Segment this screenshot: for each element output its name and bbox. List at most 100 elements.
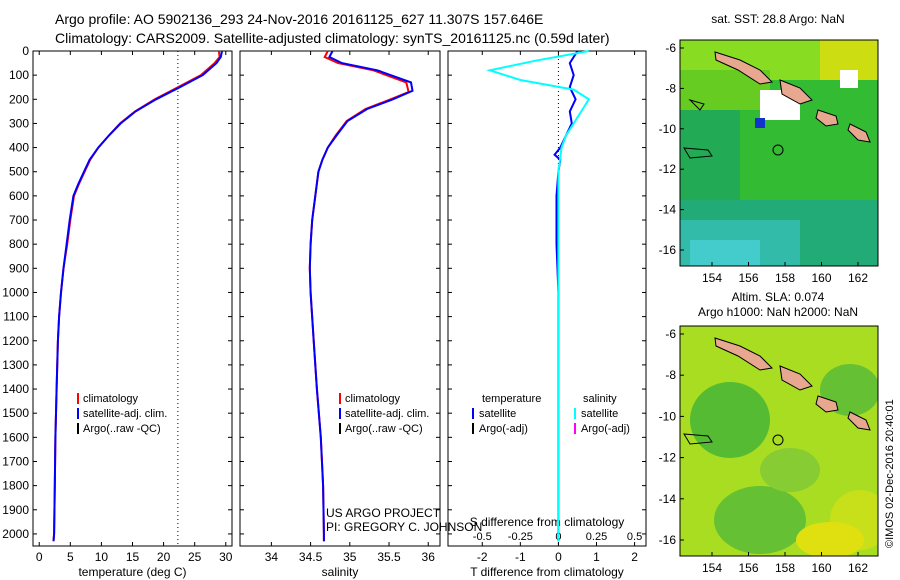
y-tick-label: 1800 [2,479,29,493]
x-axis-label: T difference from climatology [470,565,624,579]
legend-label: climatology [345,393,401,405]
map-x-tick-label: 160 [811,561,831,575]
map-y-tick-label: -10 [659,122,677,136]
map-y-tick-label: -14 [659,203,677,217]
x-tick-label: 34.5 [299,550,323,564]
sst-map-axes: -6 -8 -10 -12 -14 -16 154 156 158 160 162 [659,41,869,285]
map-y-tick-label: -6 [665,41,676,55]
y-tick-label: 1300 [2,358,29,372]
x-tick-label: 20 [157,550,171,564]
map-x-tick-label: 162 [848,271,868,285]
salinity-panel: 34 34.5 35 35.5 36 salinity climatology satelli… [239,50,441,579]
legend-label: climatology [83,393,139,405]
map-x-tick-label: 160 [811,271,831,285]
y-tick-label: 2000 [2,527,29,541]
y-tick-label: 0 [22,44,29,58]
y-tick-label: 1000 [2,285,29,299]
sla-map [679,325,879,557]
y-tick-label: 1400 [2,382,29,396]
map-y-tick-label: -12 [659,451,677,465]
sst-map [679,39,879,267]
x-axis-label: salinity [322,565,359,579]
map-y-tick-label: -8 [665,81,676,95]
sla-map-title2: Argo h1000: NaN h2000: NaN [698,305,858,319]
x-tick-label: 15 [126,550,140,564]
sla-map-title1: Altim. SLA: 0.074 [732,290,825,304]
plot-frame [239,50,441,547]
x-axis-label: temperature (deg C) [78,565,186,579]
map-y-tick-label: -16 [659,243,677,257]
series-line-0 [52,50,221,542]
map-y-tick-label: -14 [659,492,677,506]
y-tick-label: 400 [9,141,29,155]
series-line-1 [308,50,414,542]
legend-label: satellite-adj. clim. [83,408,167,420]
map-y-tick-label: -8 [665,368,676,382]
x-tick-label: 25 [188,550,202,564]
y-tick-label: 300 [9,116,29,130]
legend-label: Argo(..raw -QC) [83,423,161,435]
y-tick-label: 600 [9,189,29,203]
y-tick-label: 1700 [2,454,29,468]
series-line-salinity [485,50,591,542]
map-x-tick-label: 154 [702,271,722,285]
map-x-tick-label: 158 [775,561,795,575]
sla-argo-marker [772,434,784,446]
x-tick-label: 0 [36,550,43,564]
map-x-tick-label: 162 [848,561,868,575]
x-tick-label: 35.5 [377,550,401,564]
s-tick-label: 0.25 [586,531,607,543]
sst-map-title: sat. SST: 28.8 Argo: NaN [711,12,844,26]
legend-label: Argo(..raw -QC) [345,423,423,435]
imos-watermark: ©IMOS 02-Dec-2016 20:40:01 [884,399,896,548]
x-tick-label: 5 [67,550,74,564]
x-tick-label: 2 [631,550,638,564]
map-y-tick-label: -6 [665,327,676,341]
s-axis-label: S difference from climatology [470,515,625,529]
y-tick-label: 900 [9,261,29,275]
x-tick-label: 36 [422,550,436,564]
sst-argo-marker [772,144,784,156]
difference-panel: -2 -1 0 1 2 T difference from climatology -0.5… [447,50,647,579]
map-x-tick-label: 156 [738,561,758,575]
y-tick-label: 1200 [2,334,29,348]
y-tick-label: 500 [9,165,29,179]
s-tick-label: 0.5 [627,531,642,543]
s-tick-label: -0.5 [473,531,492,543]
legend-label: Argo(-adj) [581,423,630,435]
map-y-tick-label: -12 [659,162,677,176]
x-tick-label: -1 [515,550,526,564]
x-tick-label: 30 [219,550,233,564]
y-tick-label: 1900 [2,503,29,517]
map-x-tick-label: 154 [702,561,722,575]
y-tick-label: 700 [9,213,29,227]
y-tick-label: 1500 [2,406,29,420]
x-tick-label: 1 [593,550,600,564]
us-argo-line1: US ARGO PROJECT [326,506,441,520]
header-line2: Climatology: CARS2009. Satellite-adjuste… [55,30,610,46]
legend-title-left: temperature [482,393,541,405]
x-tick-label: 34 [265,550,279,564]
legend-label: Argo(-adj) [479,423,528,435]
x-tick-label: 35 [343,550,357,564]
x-tick-label: -2 [477,550,488,564]
legend-label: satellite [479,408,516,420]
sla-map-axes: -6 -8 -10 -12 -14 -16 154 156 158 160 162 [659,327,869,575]
plot-frame [32,50,233,547]
y-tick-label: 200 [9,92,29,106]
map-x-tick-label: 158 [775,271,795,285]
map-y-tick-label: -10 [659,409,677,423]
plot-frame [447,50,647,547]
y-tick-label: 800 [9,237,29,251]
us-argo-line2: PI: GREGORY C. JOHNSON [326,520,482,534]
s-tick-label: -0.25 [508,531,533,543]
y-tick-label: 100 [9,68,29,82]
legend-label: satellite-adj. clim. [345,408,429,420]
legend-title-right: salinity [583,393,617,405]
legend-label: satellite [581,408,618,420]
series-line-0 [308,50,410,542]
map-x-tick-label: 156 [738,271,758,285]
y-tick-label: 1100 [3,310,29,324]
x-tick-label: 10 [95,550,109,564]
